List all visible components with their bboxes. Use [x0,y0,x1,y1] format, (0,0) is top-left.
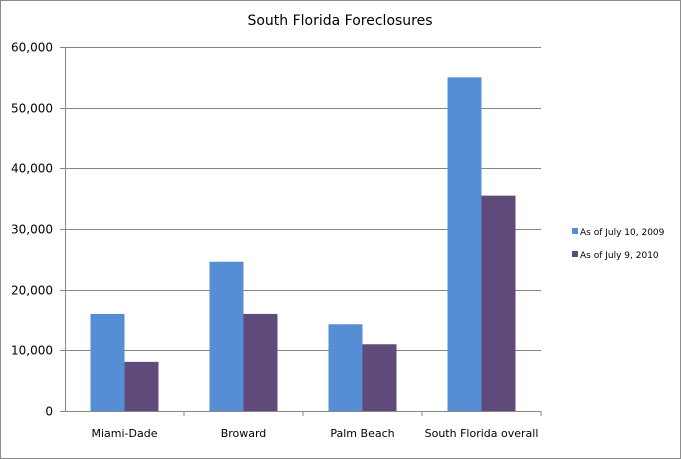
x-category-label: Palm Beach [330,427,394,440]
x-category-label: Broward [221,427,267,440]
chart-title: South Florida Foreclosures [247,13,432,29]
bar-broward-series-2 [243,313,278,411]
x-category-label: South Florida overall [425,427,539,440]
y-tick-label: 10,000 [11,344,53,358]
bar-south-florida-overall-series-1 [447,77,482,411]
legend-swatch [572,228,578,234]
y-tick-label: 50,000 [11,102,53,116]
bar-miami-dade-series-1 [90,313,125,411]
y-tick-label: 40,000 [11,162,53,176]
y-tick-label: 30,000 [11,223,53,237]
bar-miami-dade-series-2 [124,361,159,411]
bar-south-florida-overall-series-2 [481,195,516,411]
x-category-label: Miami-Dade [92,427,158,440]
legend-label: As of July 10, 2009 [580,228,665,238]
y-tick-label: 0 [45,405,53,419]
bar-palm-beach-series-1 [328,324,363,411]
y-tick-label: 20,000 [11,284,53,298]
legend-label: As of July 9, 2010 [580,251,659,261]
bar-broward-series-1 [209,261,244,411]
legend-swatch [572,251,578,257]
y-tick-label: 60,000 [11,41,53,55]
bar-palm-beach-series-2 [362,344,397,411]
